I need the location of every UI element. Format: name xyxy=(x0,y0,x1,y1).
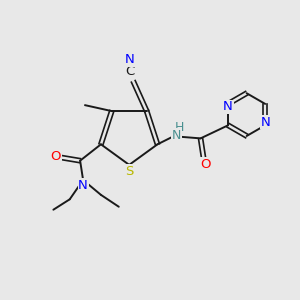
Text: O: O xyxy=(50,150,61,163)
Text: N: N xyxy=(223,100,233,113)
Text: N: N xyxy=(78,179,88,192)
Text: C: C xyxy=(125,65,134,78)
Text: N: N xyxy=(172,129,182,142)
Text: O: O xyxy=(200,158,210,171)
Text: N: N xyxy=(260,116,270,129)
Text: H: H xyxy=(175,121,184,134)
Text: N: N xyxy=(125,53,135,67)
Text: S: S xyxy=(125,165,134,178)
